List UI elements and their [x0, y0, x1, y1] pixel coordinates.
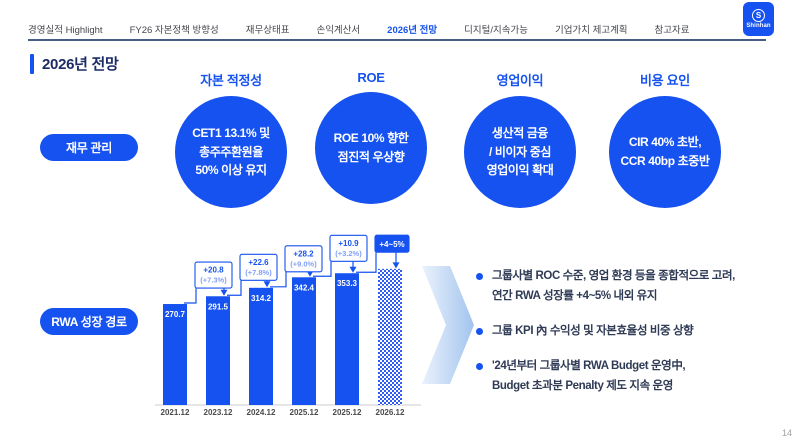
delta-value-label: +20.8	[203, 266, 224, 275]
finance-management-pill: 재무 관리	[40, 134, 138, 161]
bullet-dot-icon	[476, 363, 483, 370]
circle-text-line: CIR 40% 초반,	[628, 135, 702, 150]
delta-value-label: +28.2	[293, 249, 314, 258]
nav-tab-1[interactable]: 경영실적 Highlight	[28, 25, 103, 36]
axis-label: 2026.12	[376, 408, 405, 417]
rwa-bullet-list: 그룹사별 ROC 수준, 영업 환경 등을 종합적으로 고려, 연간 RWA 성장…	[476, 266, 800, 411]
bullet-text-line: '24년부터 그룹사별 RWA Budget 운영中,	[492, 360, 686, 372]
chart-bar-2025.12	[335, 273, 359, 405]
delta-value-label: +4~5%	[379, 240, 404, 249]
delta-percent-label: (+7.3%)	[200, 276, 227, 285]
chart-bar-2021.12	[163, 304, 187, 405]
shinhan-logo-icon: S	[752, 9, 765, 22]
delta-percent-label: (+9.0%)	[290, 259, 317, 268]
nav-tab-3[interactable]: 재무상태표	[245, 25, 290, 36]
delta-annotation-box	[284, 245, 323, 273]
circle-header: 영업이익	[496, 73, 544, 88]
delta-connector-left	[270, 271, 287, 288]
rwa-bar-chart: 270.7 2021.12 291.5 2023.12 314.2 2024.12 342.…	[155, 234, 421, 417]
circle-text-line: / 비이자 중심	[488, 144, 551, 159]
circle-text-line: 점진적 우상향	[337, 150, 405, 164]
bullet-text-line: Budget 초과분 Penalty 제도 지속 운영	[492, 380, 673, 392]
axis-label: 2025.12	[333, 408, 362, 417]
chart-bar-2023.12	[206, 296, 230, 405]
bullet-item: 그룹 KPI 內 수익성 및 자본효율성 비중 상향	[476, 321, 800, 341]
title-accent-bar	[30, 53, 34, 74]
bar-value-label: 353.3	[337, 279, 358, 288]
arrow-down-icon	[392, 262, 400, 269]
delta-percent-label: (+3.2%)	[335, 249, 362, 258]
top-nav: 경영실적 Highlight FY26 자본정책 방향성 재무상태표 손익계산서 202…	[28, 22, 690, 36]
rwa-growth-path-pill: RWA 성장 경로	[40, 308, 138, 335]
bullet-dot-icon	[476, 328, 483, 335]
bullet-item: 그룹사별 ROC 수준, 영업 환경 등을 종합적으로 고려, 연간 RWA 성장…	[476, 266, 800, 306]
circle-text-line: 생산적 금융	[491, 126, 549, 141]
bullet-text-line: 그룹사별 ROC 수준, 영업 환경 등을 종합적으로 고려,	[492, 270, 735, 282]
circle-header: ROE	[357, 70, 385, 85]
chart-bar-2025.12	[292, 277, 316, 405]
bullet-text-line: 연간 RWA 성장률 +4~5% 내외 유지	[492, 290, 658, 302]
circle-header: 자본 적정성	[200, 73, 262, 88]
delta-connector-left	[227, 280, 242, 296]
delta-connector-left	[313, 261, 332, 277]
delta-value-label: +10.9	[338, 239, 359, 248]
nav-tab-7[interactable]: 기업가치 제고계획	[554, 25, 628, 36]
bullet-dot-icon	[476, 273, 483, 280]
arrow-down-icon	[220, 289, 228, 296]
nav-tab-4[interactable]: 손익계산서	[316, 25, 361, 36]
circle-header: 비용 요인	[640, 73, 690, 88]
axis-label: 2025.12	[290, 408, 319, 417]
delta-connector-left	[184, 288, 197, 304]
bar-value-label: 314.2	[251, 294, 272, 303]
axis-label: 2023.12	[204, 408, 233, 417]
delta-annotation-box	[374, 234, 410, 253]
axis-label: 2021.12	[161, 408, 190, 417]
nav-tab-5[interactable]: 2026년 전망	[387, 25, 438, 36]
chart-bar-2026.12	[378, 268, 402, 405]
delta-annotation-box	[239, 253, 278, 281]
arrow-down-icon	[263, 281, 271, 288]
page-number: 14	[781, 428, 792, 438]
forecast-column-4: 비용 요인 CIR 40% 초반, CCR 40bp 초중반	[609, 70, 721, 208]
delta-annotation-box	[329, 234, 368, 262]
bullet-item: '24년부터 그룹사별 RWA Budget 운영中, Budget 초과분 Pe…	[476, 356, 800, 396]
title-row: 2026년 전망	[30, 53, 119, 74]
delta-annotation-box	[194, 261, 233, 289]
chevron-arrow-icon	[422, 266, 474, 384]
nav-divider	[28, 39, 766, 41]
axis-label: 2024.12	[247, 408, 276, 417]
shinhan-logo-label: Shinhan	[746, 23, 771, 29]
delta-percent-label: (+7.8%)	[245, 268, 272, 277]
page-title: 2026년 전망	[42, 56, 119, 73]
circle-text-line: ROE 10% 향한	[333, 131, 409, 146]
arrow-down-icon	[349, 266, 357, 273]
circle-text-line: CET1 13.1% 및	[192, 126, 270, 141]
circle-text-line: 영업이익 확대	[486, 163, 554, 178]
circle-text-line: 50% 이상 유지	[195, 163, 267, 178]
delta-value-label: +22.6	[248, 258, 269, 267]
nav-tab-8[interactable]: 참고자료	[654, 25, 690, 36]
bar-value-label: 270.7	[165, 310, 186, 319]
nav-tab-6[interactable]: 디지털/지속가능	[464, 25, 528, 36]
chart-bar-2024.12	[249, 287, 273, 405]
delta-connector-left	[356, 252, 377, 273]
circle-text-line: CCR 40bp 초중반	[620, 154, 710, 168]
circle-text-line: 총주주환원율	[199, 144, 263, 159]
bar-value-label: 291.5	[208, 302, 229, 311]
forecast-circle: CIR 40% 초반, CCR 40bp 초중반	[609, 96, 721, 208]
bullet-text-line: 그룹 KPI 內 수익성 및 자본효율성 비중 상향	[492, 325, 694, 337]
shinhan-logo: S Shinhan	[743, 2, 774, 36]
bar-value-label: 342.4	[294, 283, 315, 292]
nav-tab-2[interactable]: FY26 자본정책 방향성	[129, 25, 219, 36]
